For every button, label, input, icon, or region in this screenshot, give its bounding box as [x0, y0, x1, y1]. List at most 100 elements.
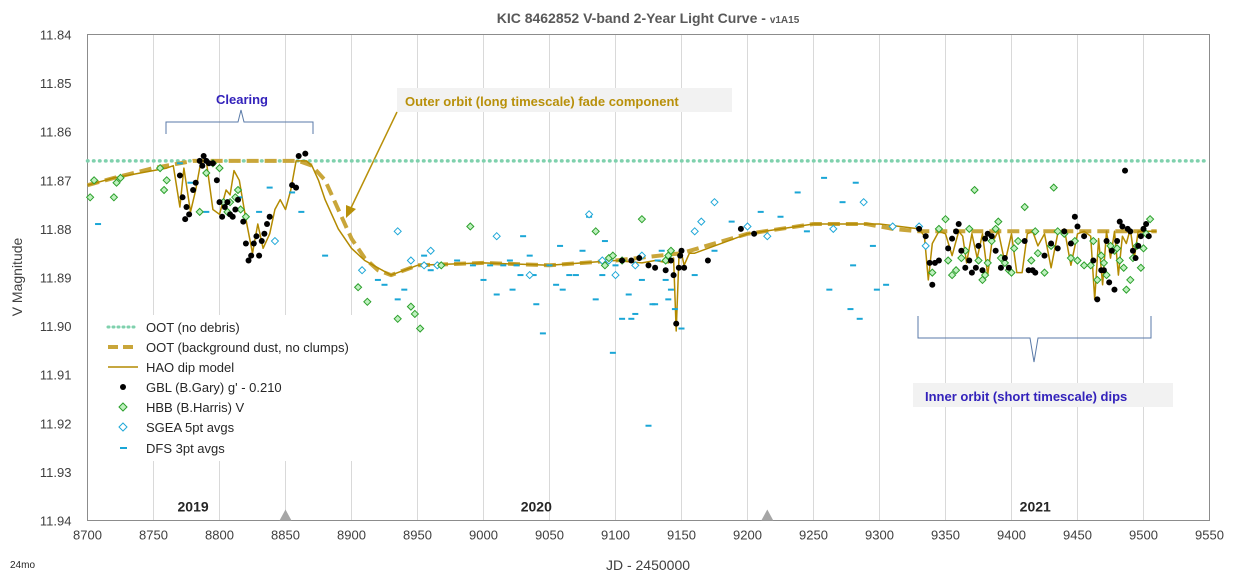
gbl-point — [922, 233, 929, 240]
legend-label-hao: HAO dip model — [146, 360, 234, 375]
gbl-point — [1140, 225, 1147, 232]
gbl-point — [677, 252, 684, 259]
gbl-point — [1119, 223, 1126, 230]
year-label: 2021 — [1020, 499, 1051, 515]
gbl-point — [662, 267, 669, 274]
clearing-bracket — [165, 109, 314, 134]
x-tick-label: 9250 — [799, 528, 828, 543]
legend-label-oot-dust: OOT (background dust, no clumps) — [146, 340, 349, 355]
y-tick-label: 11.94 — [40, 514, 72, 529]
hbb-point — [393, 314, 402, 324]
hbb-point — [980, 270, 990, 280]
y-tick-label: 11.90 — [40, 319, 72, 334]
sgea-point — [859, 197, 868, 207]
gbl-point — [1074, 223, 1081, 230]
gbl-point — [982, 235, 989, 242]
gbl-point — [737, 225, 744, 232]
gbl-point — [670, 272, 677, 279]
hbb-point — [1049, 183, 1058, 192]
gbl-point — [1137, 233, 1144, 240]
hbb-point — [591, 227, 600, 236]
gbl-point — [935, 257, 942, 264]
gbl-point — [1145, 233, 1152, 240]
gbl-point — [975, 242, 982, 249]
gbl-point — [1032, 269, 1039, 276]
series-hao-model — [87, 160, 1157, 332]
legend-swatch-sgea — [118, 422, 128, 432]
inner-orbit-label-box — [913, 383, 1173, 407]
gbl-point — [242, 240, 249, 247]
hbb-point — [970, 185, 979, 195]
hbb-point — [1020, 202, 1029, 212]
inner-orbit-bracket — [917, 316, 1152, 363]
gbl-point — [628, 257, 635, 264]
hbb-point — [1007, 268, 1016, 277]
gbl-point — [652, 264, 659, 271]
gbl-point — [232, 206, 239, 213]
gbl-point — [1132, 255, 1139, 262]
gbl-point — [196, 157, 203, 164]
gbl-point — [302, 150, 309, 157]
x-tick-label: 9400 — [997, 528, 1026, 543]
x-tick-label: 8900 — [337, 528, 366, 543]
x-tick-label: 9200 — [733, 528, 762, 543]
gbl-point — [245, 257, 252, 264]
y-tick-label: 11.88 — [40, 222, 72, 237]
hbb-point — [1000, 258, 1010, 268]
gbl-point — [636, 255, 643, 262]
hbb-point — [437, 261, 446, 270]
gbl-point — [619, 257, 626, 264]
sgea-point — [393, 227, 402, 236]
gbl-point — [945, 245, 952, 252]
hbb-point — [1073, 256, 1082, 265]
gbl-point — [966, 257, 973, 264]
legend-label-sgea: SGEA 5pt avgs — [146, 420, 235, 435]
gbl-point — [678, 247, 685, 254]
gbl-point — [949, 235, 956, 242]
hbb-point — [941, 214, 950, 224]
gbl-point — [1111, 286, 1118, 293]
hbb-point — [934, 224, 944, 234]
sgea-point — [419, 261, 429, 270]
x-tick-label: 8800 — [205, 528, 234, 543]
legend: OOT (no debris) OOT (background dust, no… — [100, 315, 373, 461]
hbb-point — [195, 207, 204, 217]
sgea-point — [270, 236, 280, 246]
chart-title: KIC 8462852 V-band 2-Year Light Curve - … — [497, 10, 800, 26]
hbb-point — [406, 302, 416, 311]
x-tick-label: 9550 — [1195, 528, 1224, 543]
hbb-point — [112, 178, 121, 187]
hbb-point — [215, 163, 224, 173]
gbl-point — [1114, 238, 1121, 245]
hbb-point — [1089, 236, 1098, 246]
y-tick-label: 11.87 — [40, 173, 72, 188]
gbl-point — [1081, 233, 1088, 240]
hbb-point — [1033, 248, 1043, 258]
outer-orbit-label-box — [397, 88, 732, 112]
hbb-point — [974, 256, 983, 265]
gbl-point — [1054, 245, 1061, 252]
hbb-point — [1136, 263, 1146, 272]
hbb-point — [155, 163, 165, 173]
sgea-point — [584, 210, 594, 219]
gbl-point — [200, 153, 207, 159]
gbl-point — [176, 172, 183, 179]
gbl-point — [681, 264, 688, 271]
x-tick-label: 9500 — [1129, 528, 1158, 543]
triangle-marker-icon — [279, 509, 292, 521]
x-axis-title: JD - 2450000 — [606, 557, 690, 573]
sgea-point — [631, 261, 640, 270]
gbl-point — [988, 233, 995, 240]
gbl-point — [979, 267, 986, 274]
y-tick-label: 11.85 — [40, 76, 72, 91]
gbl-point — [1127, 228, 1134, 235]
gbl-point — [929, 281, 936, 288]
sgea-point — [710, 197, 719, 207]
sgea-point — [690, 227, 699, 236]
gbl-point — [186, 211, 193, 218]
gbl-point — [256, 252, 263, 259]
hbb-point — [943, 256, 953, 265]
gbl-point — [253, 233, 260, 240]
hbb-point — [928, 268, 937, 277]
